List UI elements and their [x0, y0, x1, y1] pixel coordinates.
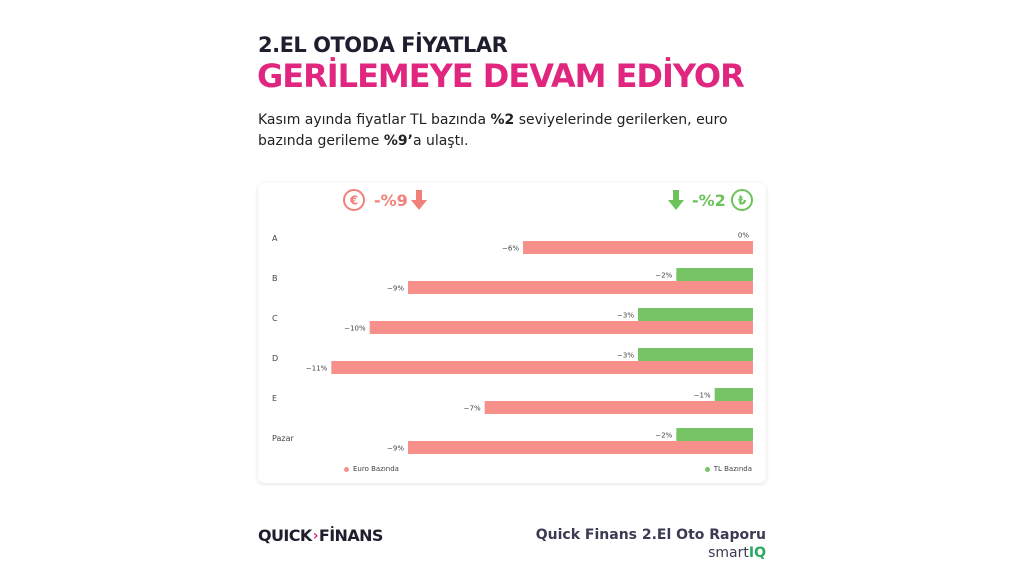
euro-icon [343, 189, 365, 211]
tl-bar [676, 428, 753, 441]
euro-bar [369, 321, 753, 334]
category-label: C [272, 314, 278, 323]
smartiq-logo: smartIQ [708, 545, 766, 561]
legend-tl-label: TL Bazında [713, 465, 752, 473]
category-label: D [272, 354, 278, 363]
tl-value: -%2 [692, 191, 726, 210]
arrow-down-icon [668, 190, 684, 210]
tl-bar [638, 308, 753, 321]
report-title: Quick Finans 2.El Oto Raporu [535, 527, 766, 543]
euro-bar [484, 401, 753, 414]
legend-euro: Euro Bazında [344, 465, 399, 473]
headline-line1: 2.EL OTODA FİYATLAR [258, 33, 508, 57]
euro-indicator: € -%9 [343, 189, 427, 211]
subtitle: Kasım ayında fiyatlar TL bazında %2 sevi… [258, 110, 728, 152]
brand-main: smart [708, 545, 749, 561]
bars-layer: A 0% −6% B −2% −9% C −3% −10% D −3% −11% E −1% −7% Paza… [272, 232, 753, 454]
arrow-down-icon [411, 190, 427, 210]
tl-bar [714, 388, 753, 401]
euro-bar [408, 441, 753, 454]
euro-data-label: −7% [464, 405, 481, 413]
subtitle-bold-1: %2 [490, 112, 515, 128]
legend-tl: TL Bazında [704, 465, 752, 473]
category-label: E [272, 394, 277, 403]
tl-bar [676, 268, 753, 281]
legend-euro-label: Euro Bazında [353, 465, 399, 473]
euro-bar [408, 281, 753, 294]
tl-data-label: −3% [617, 352, 634, 360]
tl-bar [638, 348, 753, 361]
lira-symbol: ₺ [738, 194, 747, 208]
euro-data-label: −9% [387, 445, 404, 453]
euro-data-label: −9% [387, 285, 404, 293]
subtitle-text-1: Kasım ayında fiyatlar TL bazında [258, 112, 491, 128]
euro-data-label: −11% [306, 365, 328, 373]
tl-data-label: −1% [694, 392, 711, 400]
logo-right: FİNANS [318, 526, 384, 545]
chart-card: € -%9 -%2 ₺ A 0% −6% B −2% −9% C −3% −10% D −3% −11… [258, 183, 766, 483]
chevron-right-icon: › [312, 527, 319, 544]
tl-indicator: -%2 ₺ [668, 189, 753, 211]
tl-data-label: −2% [655, 432, 672, 440]
subtitle-text-2: seviyelerinde gerilerken, euro bazında g… [258, 112, 728, 149]
subtitle-text-3: a ulaştı. [412, 133, 469, 149]
category-label: A [272, 234, 278, 243]
legend-tl-dot [704, 466, 710, 472]
subtitle-bold-2: %9’ [383, 133, 413, 149]
quick-finans-logo: QUICK › FİNANS [258, 526, 383, 545]
category-label: B [272, 274, 278, 283]
euro-symbol: € [349, 194, 358, 208]
tl-data-label: −3% [617, 312, 634, 320]
euro-data-label: −10% [344, 325, 366, 333]
euro-bar [523, 241, 753, 254]
brand-accent: IQ [748, 545, 766, 561]
legend-euro-dot [344, 466, 349, 472]
lira-icon [731, 189, 753, 211]
bar-chart: € -%9 -%2 ₺ A 0% −6% B −2% −9% C −3% −10% D −3% −11… [272, 189, 753, 454]
euro-data-label: −6% [502, 245, 519, 253]
euro-value: -%9 [374, 191, 408, 210]
headline-line2: GERİLEMEYE DEVAM EDİYOR [257, 57, 745, 95]
tl-data-label: −2% [655, 272, 672, 280]
category-label: Pazar [272, 434, 294, 443]
euro-bar [331, 361, 753, 374]
tl-data-label: 0% [738, 232, 749, 240]
logo-left: QUICK [258, 526, 312, 545]
